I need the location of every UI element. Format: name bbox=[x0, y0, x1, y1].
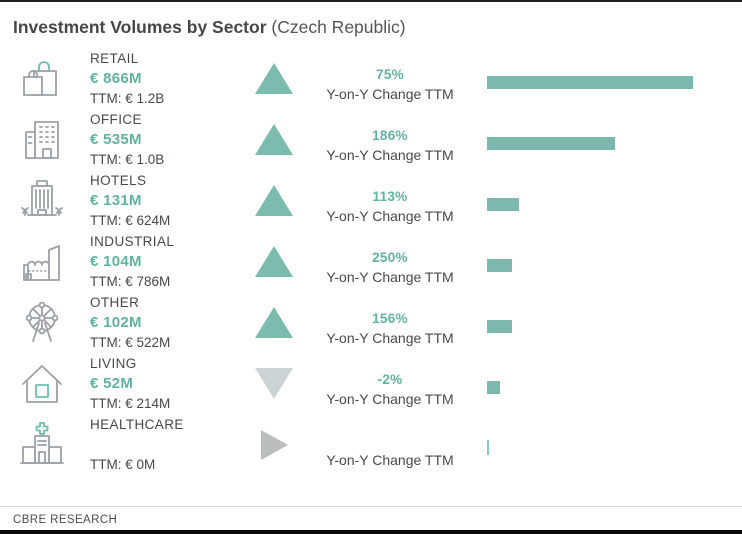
yoy-cell: 250% Y-on-Y Change TTM bbox=[300, 248, 480, 287]
sector-ttm: TTM: € 0M bbox=[90, 457, 156, 472]
yoy-percent: 113% bbox=[372, 189, 408, 204]
sector-label: LIVING bbox=[90, 356, 137, 371]
yoy-percent: 156% bbox=[372, 311, 408, 326]
volume-bar bbox=[487, 440, 489, 455]
yoy-label: Y-on-Y Change TTM bbox=[326, 391, 454, 407]
shopping-bags-icon bbox=[16, 55, 74, 105]
sector-ttm: TTM: € 1.0B bbox=[90, 152, 165, 167]
yoy-label: Y-on-Y Change TTM bbox=[326, 147, 454, 163]
right-triangle-icon bbox=[260, 429, 288, 460]
sector-row-office: OFFICE € 535M TTM: € 1.0B 186% Y-on-Y Ch… bbox=[0, 109, 742, 170]
bottom-black-bar bbox=[0, 530, 742, 534]
volume-bar bbox=[487, 76, 693, 89]
sector-row-hotels: HOTELS € 131M TTM: € 624M 113% Y-on-Y Ch… bbox=[0, 170, 742, 231]
sector-amount: € 866M bbox=[90, 70, 142, 87]
hospital-icon bbox=[16, 421, 74, 471]
sector-label: INDUSTRIAL bbox=[90, 234, 175, 249]
trend-cell bbox=[252, 292, 296, 353]
sector-rows: RETAIL € 866M TTM: € 1.2B 75% Y-on-Y Cha… bbox=[0, 48, 742, 475]
office-building-icon bbox=[16, 116, 74, 166]
yoy-cell: 156% Y-on-Y Change TTM bbox=[300, 309, 480, 348]
sector-amount: € 52M bbox=[90, 375, 134, 392]
yoy-percent: 250% bbox=[372, 250, 408, 265]
footer-divider bbox=[0, 506, 742, 507]
page-title-region: (Czech Republic) bbox=[271, 17, 406, 37]
page-title: Investment Volumes by Sector (Czech Repu… bbox=[13, 17, 406, 38]
yoy-cell: 186% Y-on-Y Change TTM bbox=[300, 126, 480, 165]
yoy-cell: 75% Y-on-Y Change TTM bbox=[300, 65, 480, 104]
yoy-label: Y-on-Y Change TTM bbox=[326, 269, 454, 285]
volume-bar bbox=[487, 259, 512, 272]
factory-icon bbox=[16, 238, 74, 288]
trend-cell bbox=[252, 231, 296, 292]
sector-label: OTHER bbox=[90, 295, 140, 310]
yoy-percent: 186% bbox=[372, 128, 408, 143]
sector-amount bbox=[90, 434, 260, 455]
ferris-wheel-icon bbox=[16, 299, 74, 349]
sector-row-living: LIVING € 52M TTM: € 214M -2% Y-on-Y Chan… bbox=[0, 353, 742, 414]
up-triangle-icon bbox=[255, 246, 293, 277]
sector-amount: € 535M bbox=[90, 131, 142, 148]
up-triangle-icon bbox=[255, 124, 293, 155]
sector-row-healthcare: HEALTHCARE TTM: € 0M Y-on-Y Change TTM bbox=[0, 414, 742, 475]
trend-cell bbox=[252, 170, 296, 231]
trend-cell bbox=[252, 109, 296, 170]
volume-bar bbox=[487, 320, 512, 333]
up-triangle-icon bbox=[255, 307, 293, 338]
sector-label: HOTELS bbox=[90, 173, 147, 188]
yoy-label: Y-on-Y Change TTM bbox=[326, 86, 454, 102]
sector-row-retail: RETAIL € 866M TTM: € 1.2B 75% Y-on-Y Cha… bbox=[0, 48, 742, 109]
sector-row-other: OTHER € 102M TTM: € 522M 156% Y-on-Y Cha… bbox=[0, 292, 742, 353]
volume-bar bbox=[487, 381, 500, 394]
yoy-label: Y-on-Y Change TTM bbox=[326, 452, 454, 468]
sector-info: LIVING € 52M TTM: € 214M bbox=[90, 354, 260, 413]
sector-info: OFFICE € 535M TTM: € 1.0B bbox=[90, 110, 260, 169]
sector-amount: € 131M bbox=[90, 192, 142, 209]
source-credit: CBRE RESEARCH bbox=[13, 514, 118, 526]
trend-cell bbox=[252, 353, 296, 414]
sector-ttm: TTM: € 522M bbox=[90, 335, 171, 350]
sector-ttm: TTM: € 1.2B bbox=[90, 91, 165, 106]
house-icon bbox=[16, 360, 74, 410]
sector-info: OTHER € 102M TTM: € 522M bbox=[90, 293, 260, 352]
sector-amount: € 102M bbox=[90, 314, 142, 331]
volume-bar bbox=[487, 137, 615, 150]
yoy-percent bbox=[300, 431, 480, 450]
sector-info: HOTELS € 131M TTM: € 624M bbox=[90, 171, 260, 230]
sector-label: HEALTHCARE bbox=[90, 417, 184, 432]
yoy-cell: -2% Y-on-Y Change TTM bbox=[300, 370, 480, 409]
down-triangle-icon bbox=[255, 368, 293, 399]
up-triangle-icon bbox=[255, 185, 293, 216]
sector-row-industrial: INDUSTRIAL € 104M TTM: € 786M 250% Y-on-… bbox=[0, 231, 742, 292]
up-triangle-icon bbox=[255, 63, 293, 94]
sector-ttm: TTM: € 624M bbox=[90, 213, 171, 228]
sector-label: RETAIL bbox=[90, 51, 139, 66]
yoy-percent: -2% bbox=[377, 372, 403, 387]
page-title-main: Investment Volumes by Sector bbox=[13, 17, 267, 37]
sector-ttm: TTM: € 214M bbox=[90, 396, 171, 411]
sector-info: INDUSTRIAL € 104M TTM: € 786M bbox=[90, 232, 260, 291]
yoy-cell: 113% Y-on-Y Change TTM bbox=[300, 187, 480, 226]
hotel-icon bbox=[16, 177, 74, 227]
sector-amount: € 104M bbox=[90, 253, 142, 270]
sector-info: RETAIL € 866M TTM: € 1.2B bbox=[90, 49, 260, 108]
yoy-percent: 75% bbox=[376, 67, 404, 82]
yoy-label: Y-on-Y Change TTM bbox=[326, 330, 454, 346]
trend-cell bbox=[252, 48, 296, 109]
trend-cell bbox=[252, 414, 296, 475]
sector-label: OFFICE bbox=[90, 112, 142, 127]
sector-ttm: TTM: € 786M bbox=[90, 274, 171, 289]
yoy-label: Y-on-Y Change TTM bbox=[326, 208, 454, 224]
volume-bar bbox=[487, 198, 519, 211]
yoy-cell: Y-on-Y Change TTM bbox=[300, 431, 480, 470]
sector-info: HEALTHCARE TTM: € 0M bbox=[90, 415, 260, 474]
